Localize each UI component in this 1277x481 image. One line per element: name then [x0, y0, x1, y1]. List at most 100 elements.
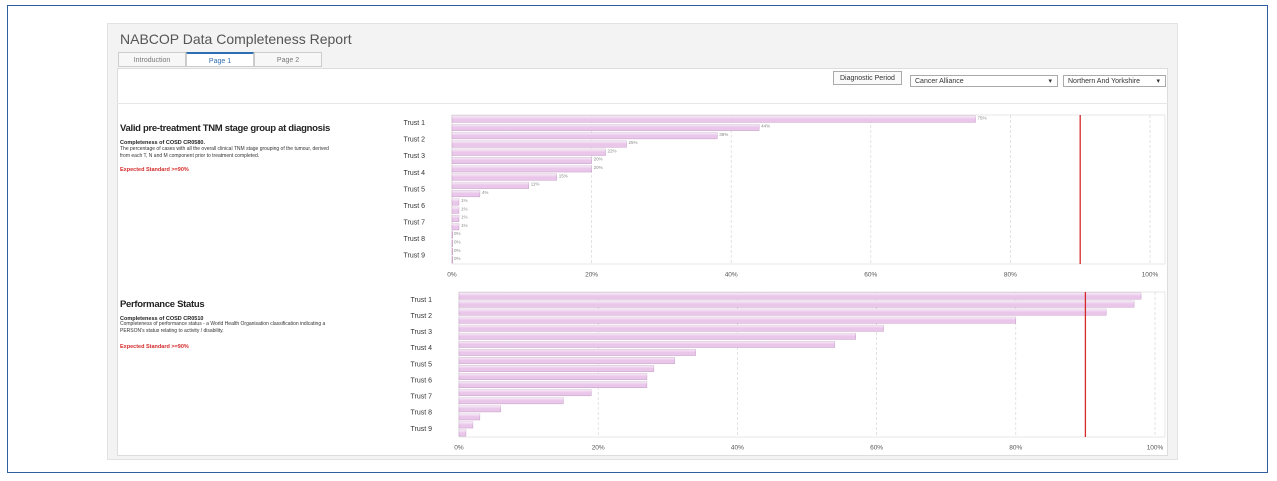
bar-sheen — [459, 365, 654, 369]
bar-sheen — [459, 429, 466, 433]
y-tick-label: Trust 8 — [410, 410, 432, 417]
bar-sheen — [452, 190, 480, 194]
bar-sheen — [459, 333, 856, 337]
y-tick-label: Trust 1 — [403, 120, 425, 127]
x-tick-label: 80% — [1009, 445, 1022, 452]
bar-sheen — [459, 421, 473, 425]
bar-sheen — [459, 405, 501, 409]
button[interactable]: Diagnostic Period — [833, 71, 902, 85]
data-label: 4% — [482, 190, 489, 195]
x-tick-label: 40% — [731, 445, 744, 452]
y-tick-label: Trust 2 — [410, 313, 432, 320]
y-tick-label: Trust 4 — [403, 170, 425, 177]
x-tick-label: 100% — [1142, 272, 1159, 279]
dropdown[interactable]: Northern And Yorkshire — [1063, 75, 1166, 88]
data-label: 75% — [978, 115, 987, 120]
y-tick-label: Trust 4 — [410, 345, 432, 352]
y-tick-label: Trust 2 — [403, 137, 425, 144]
bar-sheen — [459, 341, 835, 345]
data-label: 15% — [559, 173, 568, 178]
data-label: 1% — [461, 215, 468, 220]
data-label: 22% — [608, 148, 617, 153]
data-label: 25% — [629, 140, 638, 145]
data-label: 0% — [454, 231, 461, 236]
x-tick-label: 80% — [1004, 272, 1017, 279]
dropdown[interactable]: Cancer Alliance — [910, 75, 1058, 88]
y-tick-label: Trust 9 — [410, 426, 432, 433]
plot-area — [451, 114, 1166, 265]
tab[interactable]: Introduction — [118, 52, 186, 67]
data-label: 20% — [594, 165, 603, 170]
data-label: 1% — [461, 198, 468, 203]
bar-sheen — [459, 397, 564, 401]
chart-description: The percentage of cases with all the ove… — [120, 146, 329, 159]
bar-sheen — [452, 165, 592, 169]
bar-sheen — [452, 140, 627, 144]
y-tick-label: Trust 5 — [410, 361, 432, 368]
y-tick-label: Trust 3 — [410, 329, 432, 336]
data-label: 38% — [719, 132, 728, 137]
x-tick-label: 0% — [447, 272, 457, 279]
data-label: 44% — [761, 124, 770, 129]
bar-sheen — [452, 173, 557, 178]
y-tick-label: Trust 7 — [403, 219, 425, 226]
bar-sheen — [459, 381, 647, 385]
bar-sheen — [459, 317, 1016, 321]
x-tick-label: 60% — [864, 272, 877, 279]
chart-title: Performance Status — [120, 299, 205, 310]
bar-sheen — [452, 149, 606, 153]
x-tick-label: 60% — [870, 445, 883, 452]
bar-sheen — [452, 157, 592, 161]
tab[interactable]: Page 2 — [254, 52, 322, 67]
bar-sheen — [459, 357, 675, 361]
y-tick-label: Trust 7 — [410, 394, 432, 401]
y-tick-label: Trust 3 — [403, 153, 425, 160]
annotation: Expected Standard >=90% — [120, 167, 189, 173]
bar-sheen — [459, 413, 480, 417]
plot-area — [458, 291, 1166, 438]
chart-subtitle: Completeness of COSD CR0580. — [120, 140, 205, 146]
y-tick-label: Trust 6 — [410, 377, 432, 384]
bar-sheen — [452, 223, 459, 227]
bar — [451, 256, 454, 264]
data-label: 11% — [531, 182, 540, 187]
x-tick-label: 20% — [585, 272, 598, 279]
bar-sheen — [459, 308, 1107, 313]
bar-sheen — [452, 124, 760, 128]
bar-sheen — [459, 389, 592, 393]
bar-sheen — [459, 349, 696, 353]
filter-bar — [117, 68, 1168, 104]
x-tick-label: 40% — [725, 272, 738, 279]
bar-sheen — [459, 373, 647, 377]
chart-subtitle: Completeness of COSD CR0510 — [120, 316, 204, 322]
bar-sheen — [459, 300, 1135, 305]
data-label: 0% — [454, 256, 461, 261]
bar-sheen — [459, 292, 1142, 297]
bar-sheen — [452, 206, 459, 211]
annotation: Expected Standard >=90% — [120, 344, 189, 350]
bar-sheen — [452, 132, 718, 136]
frame — [7, 5, 1268, 473]
bar-sheen — [452, 215, 459, 219]
bar-sheen — [459, 325, 884, 329]
y-tick-label: Trust 8 — [403, 236, 425, 243]
x-tick-label: 0% — [454, 445, 464, 452]
chart-description: Completeness of performance status - a W… — [120, 321, 326, 334]
data-label: 1% — [461, 223, 468, 228]
tab[interactable]: Page 1 — [186, 52, 254, 67]
y-tick-label: Trust 9 — [403, 253, 425, 260]
y-tick-label: Trust 5 — [403, 186, 425, 193]
y-tick-label: Trust 6 — [403, 203, 425, 210]
x-tick-label: 20% — [592, 445, 605, 452]
x-tick-label: 100% — [1147, 445, 1164, 452]
data-label: 0% — [454, 239, 461, 244]
bar-sheen — [452, 115, 976, 120]
bar — [451, 239, 454, 247]
data-label: 20% — [594, 157, 603, 162]
bar-sheen — [452, 198, 459, 202]
report-title: NABCOP Data Completeness Report — [120, 31, 352, 47]
chart-title: Valid pre-treatment TNM stage group at d… — [120, 123, 330, 134]
bar — [451, 248, 454, 256]
